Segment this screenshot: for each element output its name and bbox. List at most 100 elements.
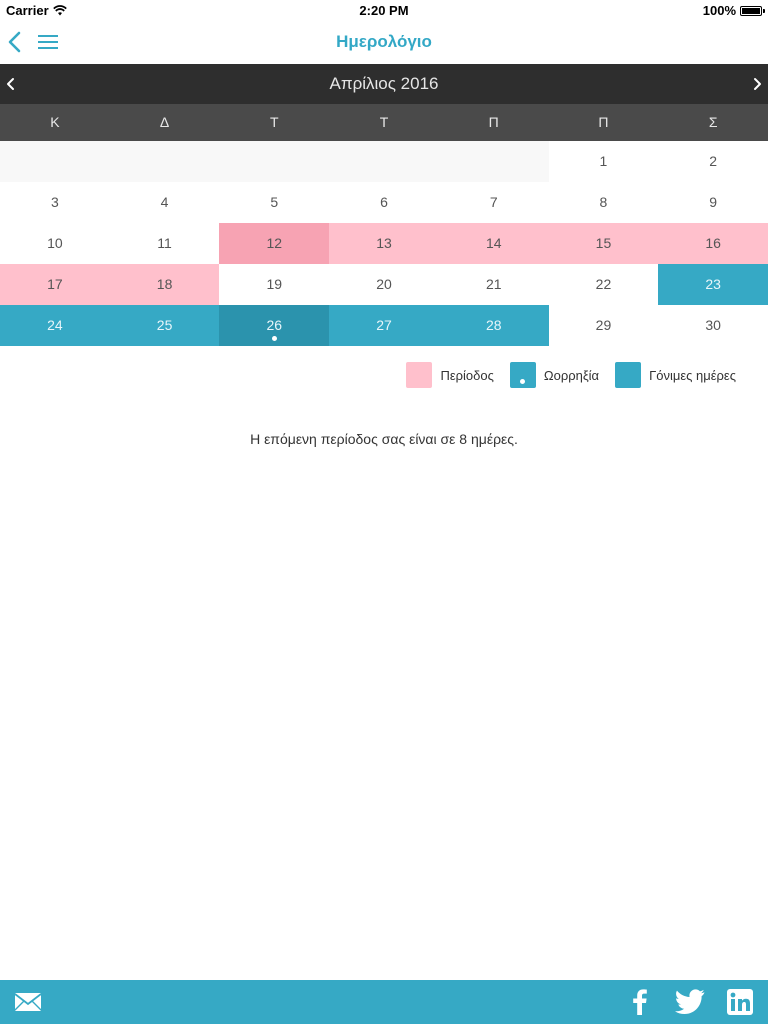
day-number: 12 <box>266 235 283 251</box>
day-cell[interactable]: 30 <box>658 305 768 346</box>
day-cell[interactable]: 10 <box>0 223 110 264</box>
day-number: 13 <box>376 235 392 251</box>
battery-percent: 100% <box>702 3 736 18</box>
day-cell[interactable]: 3 <box>0 182 110 223</box>
day-number: 18 <box>156 276 173 292</box>
day-number: 2 <box>709 153 718 169</box>
day-cell[interactable]: 7 <box>439 182 549 223</box>
day-number: 21 <box>485 276 502 292</box>
month-title: Απρίλιος 2016 <box>329 74 439 93</box>
day-cell[interactable]: 20 <box>329 264 439 305</box>
legend-period: Περίοδος <box>406 362 494 388</box>
day-number: 24 <box>47 317 63 333</box>
day-cell[interactable]: 13 <box>329 223 439 264</box>
day-cell[interactable]: 4 <box>110 182 220 223</box>
day-cell[interactable]: 27 <box>329 305 439 346</box>
day-number: 20 <box>376 276 392 292</box>
day-cell[interactable]: 18 <box>109 264 220 305</box>
weekday-label: Κ <box>50 114 60 130</box>
day-cell[interactable]: 15 <box>548 223 659 264</box>
day-number: 17 <box>47 276 63 292</box>
empty-day-cell <box>0 141 110 182</box>
day-cell[interactable]: 28 <box>438 305 549 346</box>
twitter-icon[interactable] <box>675 989 705 1015</box>
day-number: 15 <box>595 235 612 251</box>
day-number: 6 <box>380 194 388 210</box>
weekday-label: Τ <box>379 114 389 130</box>
day-cell[interactable]: 26 <box>219 305 330 346</box>
day-cell[interactable]: 2 <box>658 141 768 182</box>
day-number: 5 <box>270 194 279 210</box>
day-cell[interactable]: 6 <box>329 182 439 223</box>
day-number: 14 <box>485 235 502 251</box>
day-cell[interactable]: 19 <box>219 264 329 305</box>
day-number: 10 <box>47 235 63 251</box>
nav-bar: Ημερολόγιο <box>0 20 768 64</box>
legend-fertile-label: Γόνιμες ημέρες <box>649 367 736 383</box>
month-header: Απρίλιος 2016 <box>0 64 768 104</box>
next-month-chevron-icon[interactable] <box>746 74 766 94</box>
day-cell[interactable]: 5 <box>219 182 329 223</box>
ovulation-swatch <box>509 362 536 388</box>
back-chevron-icon[interactable] <box>6 30 26 54</box>
day-number: 3 <box>50 194 59 210</box>
day-number: 28 <box>485 317 502 333</box>
day-number: 8 <box>599 194 608 210</box>
legend-fertile: Γόνιμες ημέρες <box>615 362 736 388</box>
empty-day-cell <box>329 141 439 182</box>
next-period-info: Η επόμενη περίοδος σας είναι σε 8 ημέρες… <box>250 431 518 447</box>
legend: Περίοδος Ωορρηξία Γόνιμες ημέρες <box>390 362 736 388</box>
day-number: 7 <box>489 194 498 210</box>
day-cell[interactable]: 1 <box>549 141 659 182</box>
weekday-label: Π <box>488 114 499 130</box>
fertile-swatch <box>615 362 642 388</box>
day-cell[interactable]: 22 <box>549 264 659 305</box>
battery-icon <box>740 5 765 16</box>
day-cell[interactable]: 21 <box>439 264 549 305</box>
day-cell[interactable]: 8 <box>549 182 659 223</box>
empty-day-cell <box>219 141 330 182</box>
day-number: 25 <box>156 317 173 333</box>
legend-ovulation-label: Ωορρηξία <box>543 367 600 383</box>
day-number: 19 <box>266 276 283 292</box>
day-number: 29 <box>595 317 612 333</box>
day-number: 11 <box>157 235 172 251</box>
day-number: 9 <box>709 194 718 210</box>
day-cell[interactable]: 24 <box>0 305 110 346</box>
day-number: 1 <box>599 153 608 169</box>
status-carrier: Carrier <box>6 3 67 18</box>
weekday-label: Τ <box>270 114 279 130</box>
day-cell[interactable]: 9 <box>658 182 768 223</box>
weekday-label: Δ <box>159 114 170 130</box>
bottom-toolbar <box>0 980 768 1024</box>
day-cell[interactable]: 11 <box>110 223 220 264</box>
weekday-label: Π <box>598 114 609 130</box>
day-cell[interactable]: 12 <box>219 223 330 264</box>
day-cell[interactable]: 25 <box>109 305 220 346</box>
day-number: 27 <box>376 317 392 333</box>
weekday-header: Κ Δ Τ Τ Π Π Σ <box>0 104 768 141</box>
day-cell[interactable]: 23 <box>658 264 768 305</box>
day-cell[interactable]: 16 <box>658 223 768 264</box>
prev-month-chevron-icon[interactable] <box>2 74 22 94</box>
page-title: Ημερολόγιο <box>336 32 432 51</box>
day-number: 26 <box>266 317 283 333</box>
day-number: 22 <box>595 276 612 292</box>
day-cell[interactable]: 14 <box>438 223 549 264</box>
day-number: 4 <box>160 194 169 210</box>
weekday-label: Σ <box>708 114 718 130</box>
wifi-icon <box>52 5 67 16</box>
day-number: 30 <box>705 317 721 333</box>
day-number: 23 <box>705 276 721 292</box>
day-cell[interactable]: 29 <box>549 305 659 346</box>
status-battery: 100% <box>702 3 765 18</box>
mail-icon[interactable] <box>14 992 42 1012</box>
ovulation-dot-icon <box>520 379 526 384</box>
linkedin-icon[interactable] <box>727 989 753 1015</box>
day-cell[interactable]: 17 <box>0 264 110 305</box>
day-number: 16 <box>705 235 721 251</box>
empty-day-cell <box>438 141 549 182</box>
facebook-icon[interactable] <box>628 989 652 1015</box>
hamburger-menu-icon[interactable] <box>36 33 60 51</box>
